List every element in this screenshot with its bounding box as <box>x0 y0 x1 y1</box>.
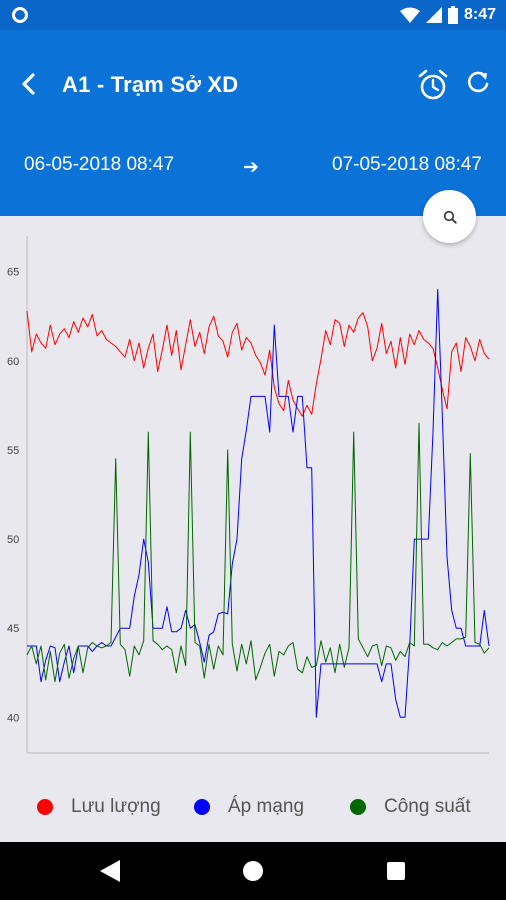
y-tick-label: 65 <box>7 267 19 279</box>
legend-item-cong-suat[interactable]: Công suất <box>350 796 471 818</box>
nav-back-icon[interactable] <box>100 860 120 882</box>
legend-label-luu-luong: Lưu lượng <box>71 796 161 817</box>
zoom-button[interactable] <box>423 190 476 243</box>
search-icon <box>443 210 457 224</box>
status-bar: 8:47 <box>0 0 506 30</box>
y-tick-label: 60 <box>7 356 19 368</box>
chart-area: 40 45 50 55 60 65 Lưu lượng Áp mạng Công suất <box>0 216 506 842</box>
line-chart[interactable]: 40 45 50 55 60 65 <box>0 216 506 842</box>
status-time: 8:47 <box>463 6 496 23</box>
date-range: 06-05-2018 08:47 ➔ 07-05-2018 08:47 <box>0 152 506 182</box>
y-tick-label: 55 <box>7 445 19 457</box>
y-tick-label: 45 <box>7 623 19 635</box>
nav-home-icon[interactable] <box>243 861 263 881</box>
back-arrow-icon <box>22 73 35 95</box>
y-tick-label: 50 <box>7 534 19 546</box>
back-button[interactable] <box>14 70 42 98</box>
wifi-icon <box>399 7 420 23</box>
y-tick-label: 40 <box>7 712 19 724</box>
nav-recent-icon[interactable] <box>387 862 405 880</box>
alarm-clock-icon <box>418 69 448 100</box>
signal-icon <box>425 7 442 23</box>
date-end[interactable]: 07-05-2018 08:47 <box>331 154 482 175</box>
legend-label-ap-mang: Áp mạng <box>228 796 305 817</box>
page-title: A1 - Trạm Sở XD <box>62 72 239 97</box>
legend-item-luu-luong[interactable]: Lưu lượng <box>37 796 161 818</box>
date-start[interactable]: 06-05-2018 08:47 <box>24 154 175 175</box>
legend-dot-luu-luong <box>37 799 53 815</box>
navigation-bar <box>0 842 506 900</box>
series-line-2 <box>26 422 490 683</box>
arrow-right-icon: ➔ <box>243 157 259 178</box>
refresh-icon <box>467 71 489 93</box>
legend-item-ap-mang[interactable]: Áp mạng <box>194 796 304 818</box>
legend: Lưu lượng Áp mạng Công suất <box>0 796 506 820</box>
alarm-button[interactable] <box>416 68 450 102</box>
battery-icon <box>447 6 458 24</box>
series-line-1 <box>27 289 490 718</box>
legend-label-cong-suat: Công suất <box>384 796 471 817</box>
app-bar: A1 - Trạm Sở XD 06-05-2018 08:47 ➔ 07-05… <box>0 30 506 216</box>
notification-icon <box>12 7 28 23</box>
series-line-0 <box>26 310 490 417</box>
legend-dot-ap-mang <box>194 799 210 815</box>
refresh-button[interactable] <box>464 68 494 98</box>
legend-dot-cong-suat <box>350 799 366 815</box>
